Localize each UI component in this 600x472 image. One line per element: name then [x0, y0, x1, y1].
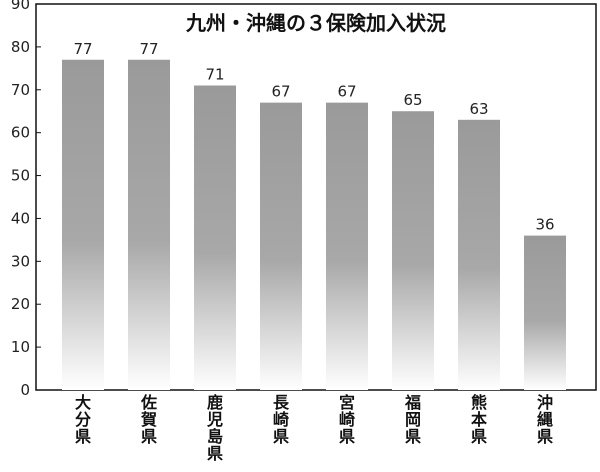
data-label: 71: [205, 65, 224, 83]
bar: [326, 102, 368, 391]
x-axis: 大分県 佐賀県 鹿児島県 長崎県 宮崎県 福岡県 熊本県 沖縄県: [75, 393, 553, 463]
data-label: 77: [139, 40, 158, 58]
data-label: 67: [271, 83, 290, 101]
bar: [194, 85, 236, 390]
y-tick-label: 50: [11, 167, 30, 185]
y-tick-label: 20: [11, 295, 30, 313]
bars-group: [62, 59, 566, 391]
bar: [458, 119, 500, 391]
y-tick-label: 30: [11, 252, 30, 270]
x-tick-label: 熊本県: [471, 393, 487, 446]
x-tick-label: 宮崎県: [339, 393, 355, 446]
x-tick-label: 鹿児島県: [206, 393, 223, 463]
bar: [128, 59, 170, 390]
y-tick-label: 40: [11, 209, 30, 227]
bar: [260, 102, 302, 391]
y-tick-label: 90: [11, 0, 30, 13]
bar: [62, 59, 104, 390]
data-label: 65: [403, 91, 422, 109]
data-label: 77: [73, 40, 92, 58]
x-tick-label: 佐賀県: [140, 393, 157, 446]
y-tick-label: 60: [11, 124, 30, 142]
x-tick-label: 長崎県: [273, 393, 290, 446]
data-label: 67: [337, 83, 356, 101]
y-tick-label: 80: [11, 38, 30, 56]
bar: [524, 235, 566, 390]
plot-frame: [35, 3, 597, 391]
data-label: 63: [469, 100, 488, 118]
chart-title: 九州・沖縄の３保険加入状況: [185, 11, 446, 35]
x-tick-label: 沖縄県: [537, 393, 553, 446]
x-tick-label: 大分県: [75, 393, 91, 446]
data-label: 36: [535, 216, 554, 234]
bar: [392, 111, 434, 390]
y-tick-label: 10: [11, 338, 30, 356]
y-tick-label: 0: [20, 381, 30, 399]
data-labels: 77 77 71 67 67 65 63 36: [73, 40, 554, 234]
x-tick-label: 福岡県: [404, 393, 421, 446]
y-tick-label: 70: [11, 81, 30, 99]
y-axis: 0 10 20 30 40 50 60 70 80 90: [11, 0, 41, 399]
